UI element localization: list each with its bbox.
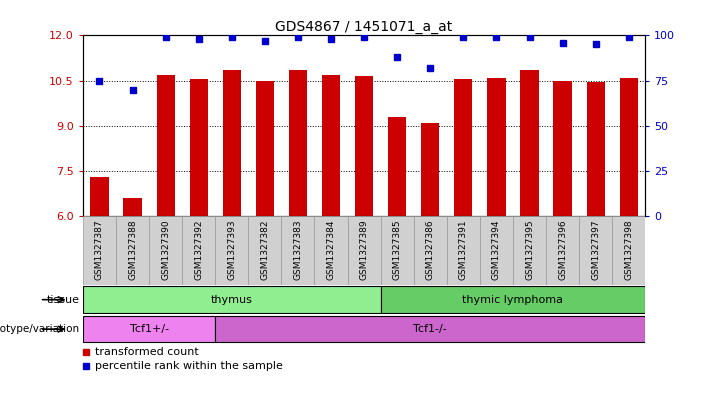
Text: genotype/variation: genotype/variation [0, 324, 79, 334]
Text: GSM1327398: GSM1327398 [624, 220, 633, 280]
Text: GSM1327392: GSM1327392 [194, 220, 203, 280]
Bar [546, 216, 579, 285]
Bar [381, 286, 645, 313]
Text: GSM1327396: GSM1327396 [558, 220, 567, 280]
Bar [447, 216, 480, 285]
Text: GSM1327394: GSM1327394 [492, 220, 501, 280]
Bar [216, 316, 645, 342]
Text: transformed count: transformed count [95, 347, 199, 357]
Text: GSM1327383: GSM1327383 [293, 220, 302, 280]
Bar [381, 216, 414, 285]
Bar [322, 75, 340, 216]
Bar [116, 216, 149, 285]
Text: percentile rank within the sample: percentile rank within the sample [95, 361, 283, 371]
Bar [487, 77, 505, 216]
Bar [190, 79, 208, 216]
Text: GSM1327386: GSM1327386 [426, 220, 435, 280]
Bar [156, 75, 174, 216]
Text: Tcf1-/-: Tcf1-/- [413, 324, 447, 334]
Text: Tcf1+/-: Tcf1+/- [130, 324, 169, 334]
Bar [513, 216, 546, 285]
Text: GSM1327389: GSM1327389 [360, 220, 368, 280]
Bar [348, 216, 381, 285]
Bar [149, 216, 182, 285]
Text: GSM1327384: GSM1327384 [327, 220, 335, 280]
Text: GSM1327390: GSM1327390 [161, 220, 170, 280]
Bar [355, 76, 373, 216]
Bar [587, 82, 605, 216]
Text: GSM1327382: GSM1327382 [260, 220, 270, 280]
Title: GDS4867 / 1451071_a_at: GDS4867 / 1451071_a_at [275, 20, 453, 34]
Text: tissue: tissue [46, 295, 79, 305]
Text: GSM1327391: GSM1327391 [459, 220, 468, 280]
Bar [256, 81, 274, 216]
Bar [414, 216, 447, 285]
Text: GSM1327393: GSM1327393 [227, 220, 236, 280]
Bar [281, 216, 314, 285]
Bar [216, 216, 248, 285]
Bar [554, 81, 572, 216]
Bar [248, 216, 281, 285]
Bar [90, 177, 109, 216]
Bar [83, 316, 216, 342]
Bar [480, 216, 513, 285]
Bar [521, 70, 539, 216]
Text: thymic lymphoma: thymic lymphoma [462, 295, 564, 305]
Bar [619, 77, 638, 216]
Bar [314, 216, 348, 285]
Bar [83, 286, 381, 313]
Bar [182, 216, 216, 285]
Text: GSM1327388: GSM1327388 [128, 220, 137, 280]
Text: GSM1327397: GSM1327397 [591, 220, 600, 280]
Bar [388, 117, 407, 216]
Text: GSM1327395: GSM1327395 [525, 220, 534, 280]
Text: thymus: thymus [211, 295, 253, 305]
Text: GSM1327385: GSM1327385 [393, 220, 402, 280]
Bar [454, 79, 472, 216]
Bar [289, 70, 307, 216]
Bar [421, 123, 439, 216]
Bar [83, 216, 116, 285]
Bar [123, 198, 141, 216]
Text: GSM1327387: GSM1327387 [95, 220, 104, 280]
Bar [223, 70, 241, 216]
Bar [612, 216, 645, 285]
Bar [579, 216, 612, 285]
